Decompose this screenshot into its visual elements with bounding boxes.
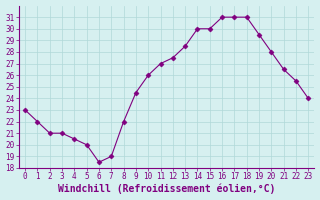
X-axis label: Windchill (Refroidissement éolien,°C): Windchill (Refroidissement éolien,°C) bbox=[58, 184, 276, 194]
